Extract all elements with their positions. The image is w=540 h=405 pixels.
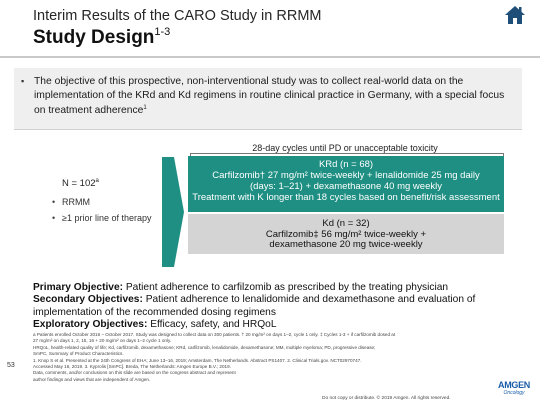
exploratory-objectives-label: Exploratory Objectives: — [33, 318, 148, 330]
objective-ref: 1 — [143, 105, 147, 111]
footnote-line: 1. Knop S et al. Presented at the 24th C… — [33, 357, 362, 363]
page-title-refs: 1-3 — [154, 26, 171, 38]
inclusion-criteria: RRMM ≥1 prior line of therapy — [52, 197, 162, 224]
primary-objective: Primary Objective: Patient adherence to … — [33, 282, 523, 294]
kd-arm-box: Kd (n = 32) Carfilzomib‡ 56 mg/m² twice-… — [188, 214, 504, 254]
secondary-objectives-text: Patient adherence to lenalidomide and de… — [33, 294, 476, 318]
objective-box: ▪ The objective of this prospective, non… — [14, 68, 522, 130]
objective-body: The objective of this prospective, non-i… — [34, 76, 505, 116]
krd-arm-line: Treatment with K longer than 18 cycles b… — [192, 192, 500, 203]
krd-arm-line: Carfilzomib† 27 mg/m² twice-weekly + len… — [212, 170, 480, 181]
kd-arm-title: Kd (n = 32) — [322, 218, 370, 229]
home-icon[interactable] — [504, 4, 526, 26]
krd-arm-box: KRd (n = 68) Carfilzomib† 27 mg/m² twice… — [188, 156, 504, 212]
kd-arm-line: Carfilzomib‡ 56 mg/m² twice-weekly + — [265, 228, 427, 240]
logo-subtitle: Oncology — [503, 390, 525, 396]
page-number: 53 — [7, 362, 15, 369]
page-title: Study Design1-3 — [33, 26, 170, 49]
population-n-text: N = 102 — [62, 178, 96, 190]
amgen-logo: AMGEN Oncology — [494, 380, 534, 396]
population-n: N = 102a — [52, 178, 162, 189]
secondary-objectives-label: Secondary Objectives: — [33, 294, 143, 306]
footnote-line: Accessed May 16, 2019. 3. Kyprolis [SmPC… — [33, 364, 231, 370]
cycle-bracket — [190, 153, 504, 157]
primary-objective-text: Patient adherence to carfilzomib as pres… — [125, 282, 449, 293]
objective-bullet: ▪ — [21, 76, 25, 86]
secondary-objectives: Secondary Objectives: Patient adherence … — [33, 294, 523, 319]
criteria-item: RRMM — [52, 197, 162, 208]
exploratory-objectives-text: Efficacy, safety, and HRQoL — [150, 318, 277, 330]
header-divider — [0, 56, 540, 58]
footnote-line: HRQoL, health-related quality of life; K… — [33, 344, 376, 350]
footnotes: a Patients enrolled October 2016 – Octob… — [33, 332, 483, 383]
footnote-line: Data, comments, and/or conclusions on th… — [33, 370, 236, 376]
criteria-item: ≥1 prior line of therapy — [52, 213, 162, 224]
logo-wordmark: AMGEN — [498, 380, 530, 390]
population-summary: N = 102a RRMM ≥1 prior line of therapy — [52, 178, 162, 229]
footnote-line: author findings and views that are indep… — [33, 376, 151, 382]
kd-arm-line: dexamethasone 20 mg twice-weekly — [269, 239, 423, 250]
footnote-line: SmPC, Summary of Product Characteristics… — [33, 351, 124, 357]
footnote-line: 27 mg/m² on days 1, 2, 15, 16 + 20 mg/m²… — [33, 338, 172, 344]
primary-objective-label: Primary Objective: — [33, 282, 124, 293]
population-n-ref: a — [95, 178, 99, 184]
cycle-label: 28-day cycles until PD or unacceptable t… — [252, 143, 438, 153]
krd-arm-line: (days: 1–21) + dexamethasone 40 mg weekl… — [250, 181, 442, 192]
exploratory-objectives: Exploratory Objectives: Efficacy, safety… — [33, 319, 523, 331]
legal-notice: Do not copy or distribute. © 2019 Amgen.… — [322, 396, 451, 401]
study-objectives: Primary Objective: Patient adherence to … — [33, 282, 523, 331]
section-kicker: Interim Results of the CARO Study in RRM… — [33, 8, 322, 24]
footnote-line: a Patients enrolled October 2016 – Octob… — [33, 332, 396, 337]
objective-text: The objective of this prospective, non-i… — [34, 75, 514, 118]
randomization-arrow — [162, 157, 184, 267]
krd-arm-title: KRd (n = 68) — [318, 159, 374, 170]
page-title-text: Study Design — [33, 27, 155, 48]
